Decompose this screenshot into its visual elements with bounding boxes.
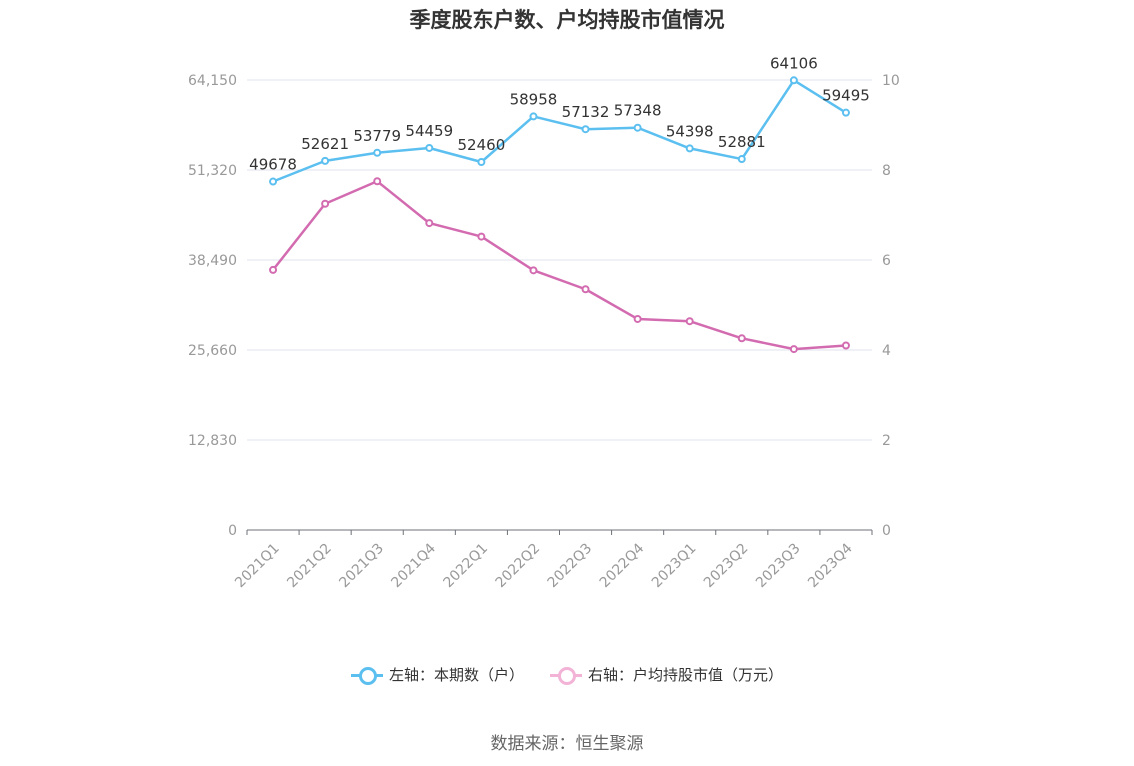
legend-item-right-axis[interactable]: 右轴：户均持股市值（万元） bbox=[550, 664, 783, 685]
data-point bbox=[685, 144, 694, 153]
data-point bbox=[425, 219, 434, 228]
data-point bbox=[737, 334, 746, 343]
data-point bbox=[633, 123, 642, 132]
x-axis-tick-label: 2023Q3 bbox=[753, 540, 804, 591]
x-axis-tick-label: 2022Q4 bbox=[597, 540, 648, 591]
data-label: 59495 bbox=[822, 87, 870, 105]
data-point bbox=[373, 148, 382, 157]
data-label: 52621 bbox=[301, 135, 349, 153]
x-axis-tick-label: 2023Q4 bbox=[805, 540, 856, 591]
series-line bbox=[272, 180, 847, 351]
data-point bbox=[477, 232, 486, 241]
data-label: 54398 bbox=[666, 122, 714, 140]
legend-item-left-axis[interactable]: 左轴：本期数（户） bbox=[350, 664, 524, 685]
data-point bbox=[529, 266, 538, 275]
right-axis-tick-label: 6 bbox=[882, 253, 891, 269]
line-circle-icon bbox=[550, 665, 582, 685]
data-point bbox=[841, 108, 850, 117]
x-axis-tick-label: 2023Q2 bbox=[701, 540, 752, 591]
x-axis-tick-label: 2021Q4 bbox=[388, 540, 439, 591]
right-axis-tick-label: 4 bbox=[882, 343, 891, 359]
data-point bbox=[477, 158, 486, 167]
x-axis-tick-label: 2022Q3 bbox=[545, 540, 596, 591]
data-label: 54459 bbox=[405, 122, 453, 140]
x-axis-tick-label: 2022Q1 bbox=[441, 540, 492, 591]
left-axis-tick-label: 12,830 bbox=[188, 433, 237, 449]
chart-title: 季度股东户数、户均持股市值情况 bbox=[409, 8, 725, 32]
left-axis-tick-label: 25,660 bbox=[188, 343, 237, 359]
data-point bbox=[321, 156, 330, 165]
data-point bbox=[633, 314, 642, 323]
legend-label-left-axis: 左轴：本期数（户） bbox=[388, 666, 524, 684]
x-axis-tick-label: 2021Q1 bbox=[232, 540, 283, 591]
data-label: 52460 bbox=[458, 136, 506, 154]
series-lines bbox=[269, 76, 850, 354]
data-label: 53779 bbox=[353, 127, 401, 145]
x-axis-tick-label: 2022Q2 bbox=[493, 540, 544, 591]
legend: 左轴：本期数（户） 右轴：户均持股市值（万元） bbox=[0, 664, 1134, 685]
data-point bbox=[529, 112, 538, 121]
left-axis-tick-label: 51,320 bbox=[188, 163, 237, 179]
axes: 0 0 12,830 2 25,660 4 38,490 6 51,320 8 64,150 10 20… bbox=[188, 73, 900, 591]
data-point bbox=[841, 341, 850, 350]
x-axis-tick-label: 2021Q2 bbox=[284, 540, 335, 591]
source-note: 数据来源：恒生聚源 bbox=[490, 734, 644, 754]
left-axis-tick-label: 0 bbox=[228, 523, 237, 539]
data-label: 49678 bbox=[249, 156, 297, 174]
left-axis-tick-label: 38,490 bbox=[188, 253, 237, 269]
data-point bbox=[425, 143, 434, 152]
x-axis-tick-label: 2021Q3 bbox=[336, 540, 387, 591]
left-axis-tick-label: 64,150 bbox=[188, 73, 237, 89]
x-axis-tick-label: 2023Q1 bbox=[649, 540, 700, 591]
data-label: 57132 bbox=[562, 103, 610, 121]
line-circle-icon bbox=[350, 665, 383, 685]
data-point bbox=[685, 317, 694, 326]
data-label: 64106 bbox=[770, 54, 818, 72]
data-point bbox=[321, 199, 330, 208]
legend-label-right-axis: 右轴：户均持股市值（万元） bbox=[588, 666, 784, 684]
data-label: 57348 bbox=[614, 102, 662, 120]
data-point bbox=[269, 177, 278, 186]
data-point bbox=[373, 177, 382, 186]
right-axis-tick-label: 0 bbox=[882, 523, 891, 539]
right-axis-tick-label: 8 bbox=[882, 163, 891, 179]
data-point bbox=[581, 125, 590, 134]
data-point bbox=[581, 285, 590, 294]
data-point bbox=[789, 76, 798, 85]
data-label: 58958 bbox=[510, 90, 558, 108]
gridlines bbox=[247, 79, 872, 441]
right-axis-tick-label: 10 bbox=[882, 73, 900, 89]
series-line bbox=[272, 79, 847, 183]
data-point bbox=[789, 345, 798, 354]
right-axis-tick-label: 2 bbox=[882, 433, 891, 449]
data-point bbox=[737, 155, 746, 164]
data-point bbox=[269, 265, 278, 274]
data-label: 52881 bbox=[718, 133, 766, 151]
